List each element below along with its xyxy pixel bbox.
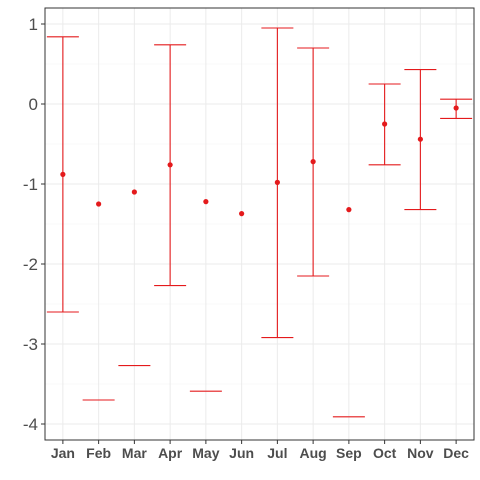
data-point [60, 171, 66, 177]
panel-border [44, 7, 475, 441]
data-point [96, 201, 102, 207]
x-tick-label: May [192, 445, 219, 461]
data-point [417, 136, 423, 142]
data-point [167, 162, 173, 168]
x-tick-label: Jan [51, 445, 75, 461]
data-point [274, 179, 280, 185]
data-point [453, 105, 459, 111]
y-tick-label: 1 [29, 15, 38, 34]
x-tick-label: Sep [336, 445, 362, 461]
error-bars [46, 27, 473, 418]
data-points [60, 105, 459, 217]
y-tick-label: -3 [23, 335, 38, 354]
y-axis: 1 0 -1 -2 -3 -4 [23, 15, 45, 434]
data-point [346, 207, 352, 213]
data-point [382, 121, 388, 127]
y-tick-label: -2 [23, 255, 38, 274]
x-tick-label: Mar [122, 445, 147, 461]
x-axis: Jan Feb Mar Apr May Jun Jul Aug Sep Oct Nov Dec [51, 440, 469, 461]
x-tick-label: Apr [158, 445, 183, 461]
x-tick-label: Dec [443, 445, 469, 461]
data-point [131, 189, 137, 195]
x-tick-label: Jul [267, 445, 287, 461]
y-tick-label: -1 [23, 175, 38, 194]
x-tick-label: Jun [229, 445, 254, 461]
x-tick-label: Aug [300, 445, 327, 461]
x-tick-label: Nov [407, 445, 434, 461]
data-point [203, 199, 209, 205]
data-point [310, 159, 316, 165]
minor-gridlines [45, 63, 474, 385]
x-tick-label: Oct [373, 445, 397, 461]
y-tick-label: 0 [29, 95, 38, 114]
data-point [239, 211, 245, 217]
y-tick-label: -4 [23, 415, 38, 434]
x-tick-label: Feb [86, 445, 111, 461]
